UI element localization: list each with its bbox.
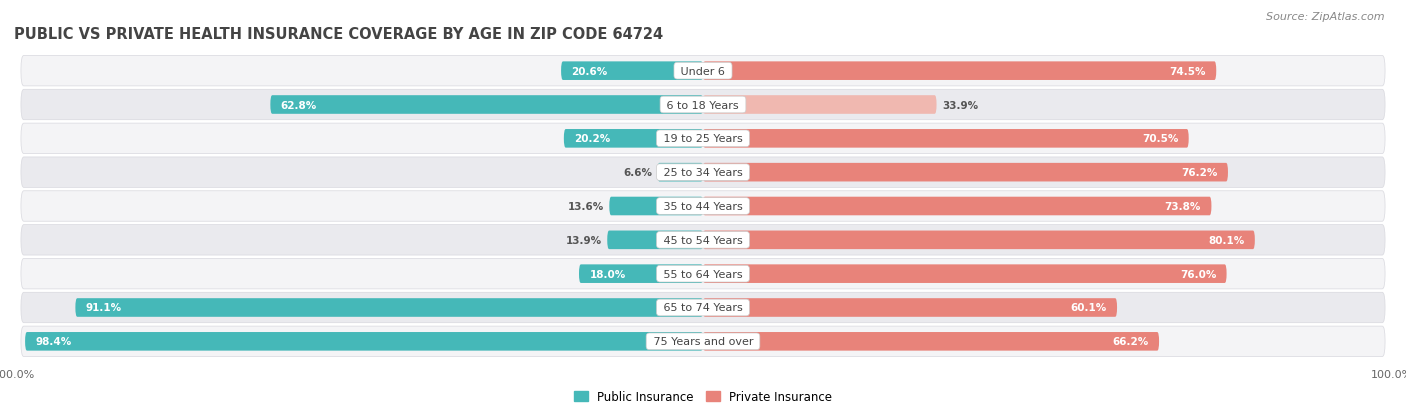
Text: 60.1%: 60.1% [1070,303,1107,313]
FancyBboxPatch shape [609,197,703,216]
Text: Under 6: Under 6 [678,66,728,76]
Text: 6.6%: 6.6% [623,168,652,178]
FancyBboxPatch shape [703,299,1116,317]
FancyBboxPatch shape [703,197,1212,216]
Text: 13.9%: 13.9% [565,235,602,245]
FancyBboxPatch shape [703,231,1254,249]
Text: 6 to 18 Years: 6 to 18 Years [664,100,742,110]
Text: 25 to 34 Years: 25 to 34 Years [659,168,747,178]
FancyBboxPatch shape [21,259,1385,289]
FancyBboxPatch shape [21,191,1385,222]
Text: 55 to 64 Years: 55 to 64 Years [659,269,747,279]
Text: 62.8%: 62.8% [281,100,316,110]
Text: 65 to 74 Years: 65 to 74 Years [659,303,747,313]
Text: Source: ZipAtlas.com: Source: ZipAtlas.com [1267,12,1385,22]
FancyBboxPatch shape [21,124,1385,154]
FancyBboxPatch shape [703,265,1226,283]
FancyBboxPatch shape [21,326,1385,357]
Text: 33.9%: 33.9% [942,100,979,110]
Text: 20.6%: 20.6% [571,66,607,76]
FancyBboxPatch shape [21,158,1385,188]
Text: 19 to 25 Years: 19 to 25 Years [659,134,747,144]
Text: 18.0%: 18.0% [589,269,626,279]
Text: 74.5%: 74.5% [1170,66,1206,76]
Text: 80.1%: 80.1% [1208,235,1244,245]
FancyBboxPatch shape [21,90,1385,121]
Text: 91.1%: 91.1% [86,303,122,313]
Text: 98.4%: 98.4% [35,337,72,347]
FancyBboxPatch shape [703,130,1188,148]
Text: 73.8%: 73.8% [1164,202,1201,211]
Text: 70.5%: 70.5% [1142,134,1178,144]
Text: 76.2%: 76.2% [1181,168,1218,178]
FancyBboxPatch shape [76,299,703,317]
Text: 76.0%: 76.0% [1180,269,1216,279]
Text: 75 Years and over: 75 Years and over [650,337,756,347]
FancyBboxPatch shape [658,164,703,182]
FancyBboxPatch shape [703,164,1227,182]
Text: 45 to 54 Years: 45 to 54 Years [659,235,747,245]
Legend: Public Insurance, Private Insurance: Public Insurance, Private Insurance [569,385,837,408]
FancyBboxPatch shape [703,62,1216,81]
FancyBboxPatch shape [579,265,703,283]
FancyBboxPatch shape [25,332,703,351]
FancyBboxPatch shape [607,231,703,249]
FancyBboxPatch shape [561,62,703,81]
FancyBboxPatch shape [703,332,1159,351]
Text: 66.2%: 66.2% [1112,337,1149,347]
FancyBboxPatch shape [564,130,703,148]
FancyBboxPatch shape [21,56,1385,87]
FancyBboxPatch shape [703,96,936,114]
FancyBboxPatch shape [21,225,1385,255]
Text: 13.6%: 13.6% [568,202,603,211]
Text: 20.2%: 20.2% [574,134,610,144]
Text: PUBLIC VS PRIVATE HEALTH INSURANCE COVERAGE BY AGE IN ZIP CODE 64724: PUBLIC VS PRIVATE HEALTH INSURANCE COVER… [14,26,664,41]
FancyBboxPatch shape [270,96,703,114]
FancyBboxPatch shape [21,292,1385,323]
Text: 35 to 44 Years: 35 to 44 Years [659,202,747,211]
